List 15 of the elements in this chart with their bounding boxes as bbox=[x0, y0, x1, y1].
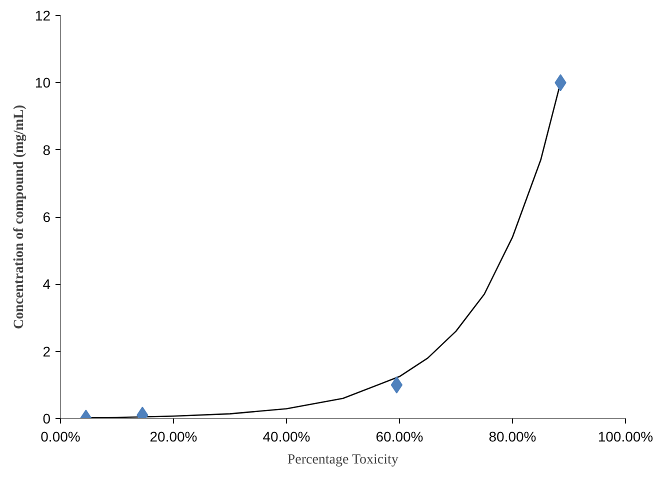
y-tick-label: 6 bbox=[42, 209, 51, 225]
x-tick-label: 100.00% bbox=[598, 428, 654, 444]
y-tick-label: 2 bbox=[42, 343, 51, 360]
y-tick-label: 10 bbox=[34, 74, 51, 91]
y-tick-label: 8 bbox=[42, 142, 51, 158]
x-tick-label: 40.00% bbox=[262, 428, 310, 444]
x-tick-label: 60.00% bbox=[376, 428, 424, 444]
x-tick-label: 0.00% bbox=[40, 428, 80, 444]
y-tick-label: 12 bbox=[34, 8, 51, 24]
y-tick-label: 0 bbox=[42, 410, 51, 426]
y-tick-label: 4 bbox=[42, 276, 51, 292]
y-axis-title: Concentration of compound (mg/mL) bbox=[12, 104, 27, 330]
x-tick-label: 80.00% bbox=[488, 428, 536, 444]
x-tick-label: 20.00% bbox=[150, 428, 198, 444]
x-axis-title: Percentage Toxicity bbox=[287, 452, 398, 468]
